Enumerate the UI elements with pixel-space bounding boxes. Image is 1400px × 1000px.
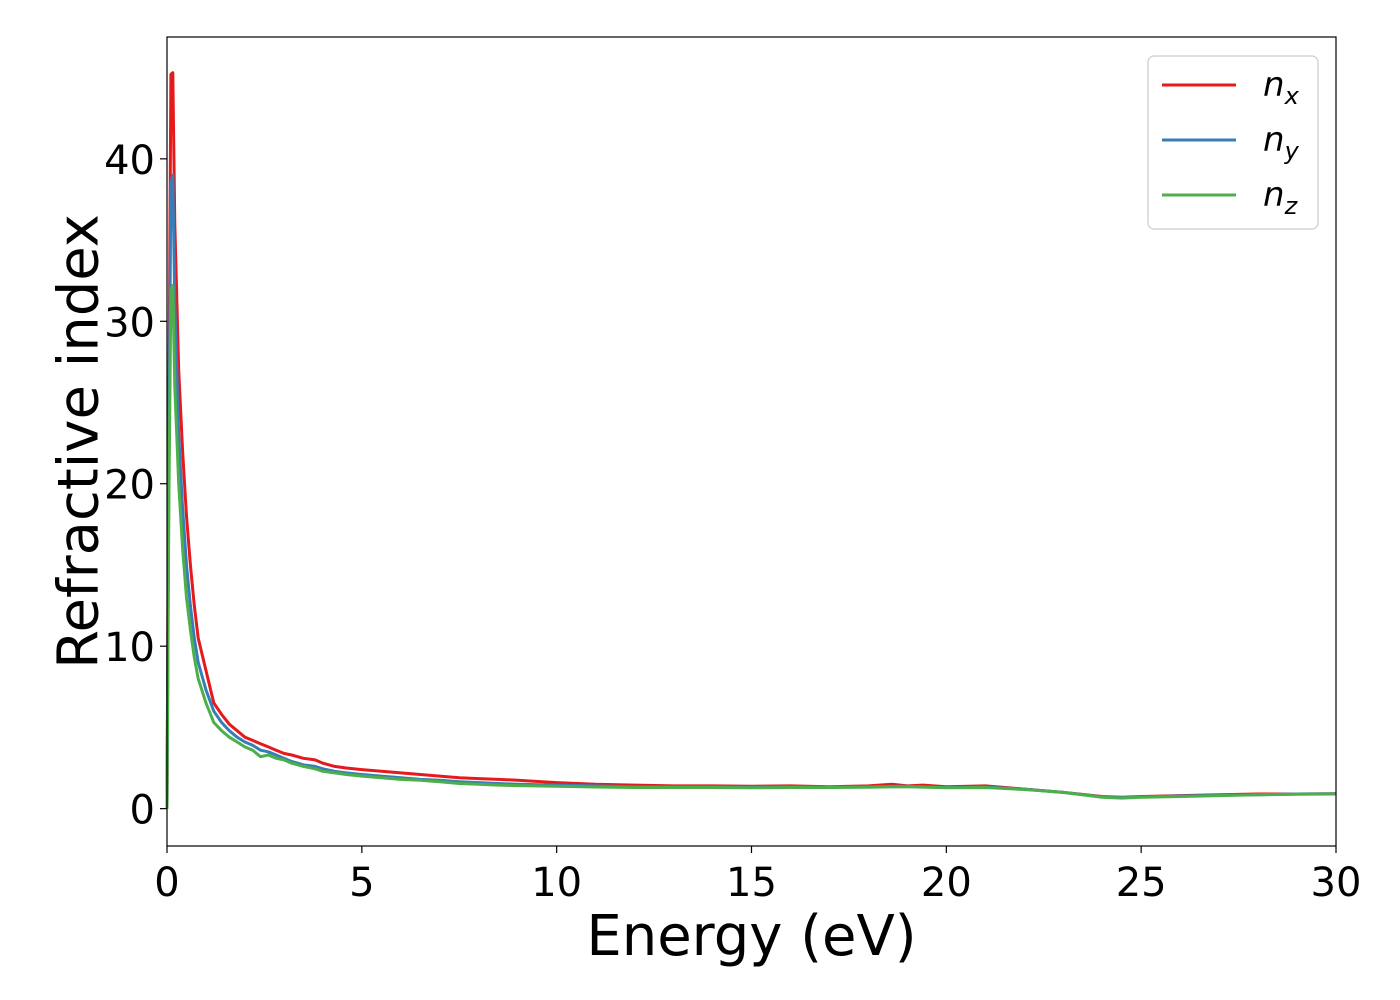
series-layer bbox=[165, 71, 1337, 809]
x-tick-label: 20 bbox=[921, 860, 972, 906]
legend-label-n-x: nx bbox=[1263, 65, 1300, 110]
series-line-n-y bbox=[165, 173, 1337, 809]
legend-box bbox=[1147, 55, 1319, 230]
x-tick-label: 0 bbox=[154, 860, 179, 906]
ticks-layer: 0 5 10 15 20 25 30 0 10 20 30 40 bbox=[104, 138, 1361, 906]
y-axis-label: Refractive index bbox=[47, 214, 112, 669]
legend-label-main: n bbox=[1263, 65, 1285, 105]
x-tick-label: 5 bbox=[349, 860, 374, 906]
legend-label-n-y: ny bbox=[1263, 120, 1300, 165]
legend-label-main: n bbox=[1263, 120, 1285, 160]
legend-label-main: n bbox=[1263, 175, 1285, 215]
x-tick-label: 30 bbox=[1311, 860, 1362, 906]
y-tick-label: 30 bbox=[104, 300, 155, 346]
x-axis-label: Energy (eV) bbox=[586, 904, 916, 969]
y-tick-label: 40 bbox=[104, 138, 155, 184]
y-tick-label: 0 bbox=[130, 788, 155, 834]
y-tick-label: 20 bbox=[104, 463, 155, 509]
x-tick-label: 10 bbox=[531, 860, 582, 906]
series-line-n-z bbox=[165, 284, 1337, 809]
legend-label-subscript: x bbox=[1284, 82, 1300, 110]
x-tick-label: 25 bbox=[1116, 860, 1167, 906]
y-tick-label: 10 bbox=[104, 625, 155, 671]
legend-label-subscript: z bbox=[1284, 192, 1299, 220]
legend-label-subscript: y bbox=[1284, 137, 1300, 165]
legend-label-n-z: nz bbox=[1263, 175, 1299, 220]
x-tick-label: 15 bbox=[726, 860, 777, 906]
